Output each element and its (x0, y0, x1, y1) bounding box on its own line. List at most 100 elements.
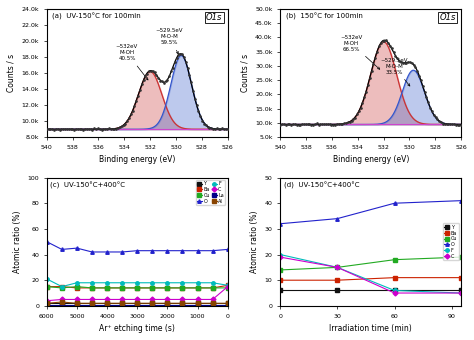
Line: Y: Y (45, 302, 229, 305)
Al (59, 300, 64, 304)
Al (89, 301, 95, 305)
Point (412, 64, 419, 69)
Point (328, 122, 335, 128)
Point (116, 124, 124, 130)
Point (448, 121, 456, 127)
Point (374, 49, 381, 54)
Point (156, 78, 164, 84)
Point (295, 122, 302, 128)
Point (402, 61, 410, 66)
F (180, 281, 185, 285)
C (164, 298, 170, 302)
Point (52, 127, 60, 132)
Point (120, 122, 128, 128)
Cu (458, 255, 464, 259)
Ba (180, 286, 185, 290)
Al (225, 301, 230, 305)
C (59, 298, 64, 302)
Point (291, 121, 299, 127)
C (225, 285, 230, 289)
Line: Cu: Cu (279, 255, 463, 272)
Y (180, 301, 185, 305)
Point (144, 71, 151, 76)
Cu (392, 258, 397, 262)
F (195, 281, 201, 285)
Al (180, 301, 185, 305)
O (149, 249, 155, 253)
Point (83, 127, 91, 132)
O (74, 246, 80, 250)
Point (101, 126, 109, 132)
Point (182, 59, 190, 65)
Point (419, 84, 427, 89)
Point (410, 62, 418, 68)
C (104, 298, 110, 302)
Point (415, 73, 423, 79)
Point (280, 122, 288, 127)
La (195, 303, 201, 307)
Point (413, 68, 421, 73)
Point (129, 108, 137, 114)
Y (164, 301, 170, 305)
Point (443, 121, 450, 126)
C (392, 291, 397, 295)
Point (58, 126, 65, 132)
Y (277, 288, 283, 292)
O (135, 249, 140, 253)
Point (50, 127, 58, 133)
Point (375, 44, 383, 49)
Point (127, 112, 135, 117)
Point (329, 122, 337, 128)
Point (386, 43, 394, 49)
Point (310, 122, 317, 128)
Point (114, 125, 122, 131)
O (44, 240, 50, 244)
Point (324, 122, 331, 127)
Point (452, 122, 459, 128)
Point (178, 52, 186, 57)
Y (392, 288, 397, 292)
Point (383, 38, 390, 43)
F (149, 281, 155, 285)
Line: O: O (45, 240, 229, 254)
Point (98, 127, 105, 132)
Point (121, 121, 129, 126)
F (89, 281, 95, 285)
La (149, 303, 155, 307)
Point (219, 126, 226, 131)
Point (447, 121, 454, 126)
Point (333, 122, 341, 127)
Point (285, 122, 293, 127)
X-axis label: Binding energy (eV): Binding energy (eV) (333, 155, 409, 165)
Point (173, 56, 180, 61)
Point (224, 126, 231, 132)
Point (372, 55, 379, 61)
C (458, 291, 464, 295)
Point (195, 109, 202, 114)
Point (109, 127, 116, 132)
Point (176, 52, 184, 57)
La (104, 303, 110, 307)
Text: (c)  UV-150°C+400°C: (c) UV-150°C+400°C (50, 182, 126, 189)
Line: Cu: Cu (45, 285, 229, 290)
Point (107, 126, 115, 131)
Point (439, 121, 447, 126)
Point (315, 122, 322, 127)
Ba (164, 286, 170, 290)
Point (456, 122, 463, 127)
Point (282, 122, 290, 128)
Point (69, 127, 76, 132)
Point (45, 126, 53, 132)
Cu (164, 286, 170, 290)
Point (193, 102, 201, 108)
Y (44, 301, 50, 305)
Ba (277, 278, 283, 282)
Point (149, 68, 156, 74)
Cu (149, 286, 155, 290)
Al (164, 301, 170, 305)
La (74, 303, 80, 307)
F (135, 281, 140, 285)
Point (155, 75, 162, 81)
La (89, 303, 95, 307)
Point (87, 126, 94, 132)
